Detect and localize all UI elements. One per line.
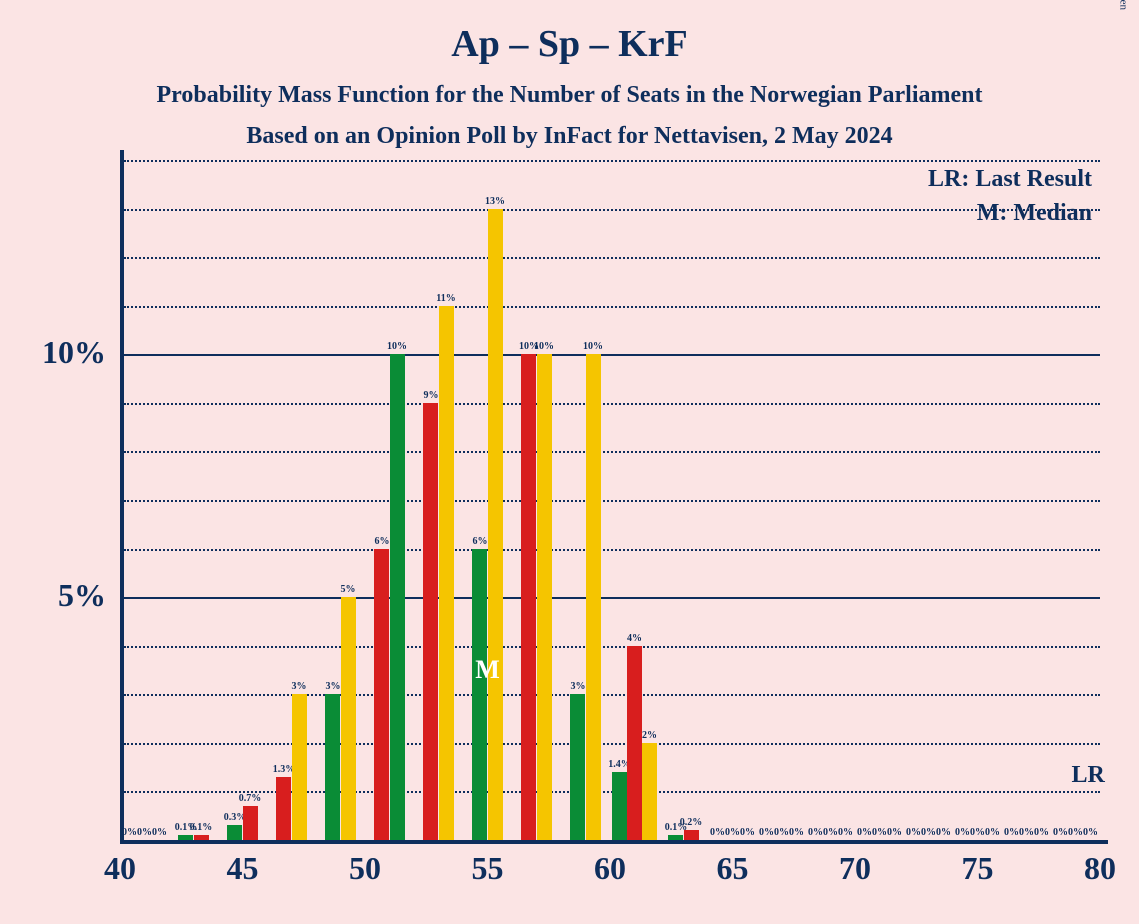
bar-value-label: 13% [480, 196, 510, 207]
x-axis-label: 50 [335, 850, 395, 887]
median-marker: M [468, 655, 508, 685]
x-axis-label: 40 [90, 850, 150, 887]
bar-green [612, 772, 627, 840]
bar-value-label: 3% [284, 681, 314, 692]
subtitle-2: Based on an Opinion Poll by InFact for N… [0, 109, 1139, 150]
grid-minor [124, 209, 1100, 211]
grid-minor [124, 257, 1100, 259]
bar-yellow [341, 597, 356, 840]
bar-value-label: 10% [382, 341, 412, 352]
grid-minor [124, 160, 1100, 162]
grid-minor [124, 451, 1100, 453]
x-axis-label: 55 [458, 850, 518, 887]
pmf-chart: 5%10%0%0%0%0.1%0.1%0.3%0.7%1.3%3%3%5%6%1… [120, 160, 1100, 840]
x-axis-label: 70 [825, 850, 885, 887]
bar-red [276, 777, 291, 840]
bar-value-label: 0.1% [186, 822, 216, 833]
grid-minor [124, 500, 1100, 502]
y-axis [120, 150, 124, 840]
bar-red [627, 646, 642, 840]
bar-red [423, 403, 438, 840]
bar-value-label: 5% [333, 584, 363, 595]
main-title: Ap – Sp – KrF [0, 0, 1139, 66]
subtitle-1: Probability Mass Function for the Number… [0, 66, 1139, 109]
x-axis-label: 75 [948, 850, 1008, 887]
bar-yellow [642, 743, 657, 840]
grid-minor [124, 549, 1100, 551]
grid-minor [124, 646, 1100, 648]
bar-value-label: 0% [1076, 827, 1106, 838]
copyright-text: © 2024 Filip van Laenen [1117, 0, 1129, 10]
legend-lr: LR: Last Result [928, 166, 1092, 193]
bar-red [243, 806, 258, 840]
grid-major [124, 597, 1100, 599]
grid-minor [124, 403, 1100, 405]
x-axis [120, 840, 1108, 844]
bar-green [570, 694, 585, 840]
legend-median: M: Median [977, 200, 1092, 227]
bar-yellow [439, 306, 454, 840]
bar-value-label: 0.7% [235, 793, 265, 804]
bar-value-label: 11% [431, 293, 461, 304]
bar-yellow [537, 354, 552, 840]
bar-yellow [292, 694, 307, 840]
bar-green [390, 354, 405, 840]
bar-red [374, 549, 389, 840]
x-axis-label: 80 [1070, 850, 1130, 887]
x-axis-label: 45 [213, 850, 273, 887]
bar-yellow [586, 354, 601, 840]
grid-minor [124, 743, 1100, 745]
bar-green [472, 549, 487, 840]
bar-red [684, 830, 699, 840]
x-axis-label: 65 [703, 850, 763, 887]
grid-minor [124, 306, 1100, 308]
bar-green [325, 694, 340, 840]
bar-value-label: 4% [620, 633, 650, 644]
grid-minor [124, 694, 1100, 696]
bar-red [521, 354, 536, 840]
y-axis-label: 5% [16, 577, 106, 614]
lr-marker: LR [1072, 762, 1105, 789]
bar-yellow [488, 209, 503, 840]
bar-green [227, 825, 242, 840]
bar-value-label: 10% [529, 341, 559, 352]
bar-value-label: 10% [578, 341, 608, 352]
bar-value-label: 2% [635, 730, 665, 741]
y-axis-label: 10% [16, 334, 106, 371]
x-axis-label: 60 [580, 850, 640, 887]
grid-major [124, 354, 1100, 356]
